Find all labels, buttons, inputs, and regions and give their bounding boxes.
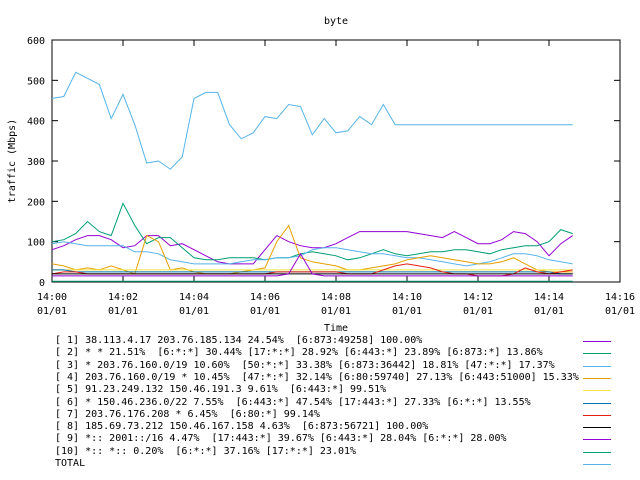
legend-label: [ 5] 91.23.249.132 150.46.191.3 9.61% [6… xyxy=(55,384,387,396)
y-tick-label: 0 xyxy=(39,278,45,289)
legend-swatch xyxy=(583,464,611,465)
legend-entry: [10] *:: *:: 0.20% [6:*:*] 37.16% [17:*:… xyxy=(55,446,640,458)
series-line-11 xyxy=(51,71,573,170)
legend-label: [ 2] * * 21.51% [6:*:*] 30.44% [17:*:*] … xyxy=(55,347,543,359)
legend-entry: [ 6] * 150.46.236.0/22 7.55% [6:443:*] 4… xyxy=(55,397,640,409)
x-tick-label-date: 01/01 xyxy=(321,306,351,317)
legend-label: [ 3] * 203.76.160.0/19 10.60% [50:*:*] 3… xyxy=(55,359,555,371)
y-tick-label: 500 xyxy=(27,76,45,87)
legend-label: [ 1] 38.113.4.17 203.76.185.134 24.54% [… xyxy=(55,335,423,346)
y-axis-label: traffic (Mbps) xyxy=(7,119,18,203)
series-line-1 xyxy=(51,231,573,265)
legend-entry: [ 3] * 203.76.160.0/19 10.60% [50:*:*] 3… xyxy=(55,360,640,372)
legend-swatch xyxy=(583,402,611,404)
series-line-3 xyxy=(51,241,573,267)
chart-title: byte xyxy=(324,16,348,27)
legend-label: [ 8] 185.69.73.212 150.46.167.158 4.63% … xyxy=(55,421,429,433)
legend-entry: [ 1] 38.113.4.17 203.76.185.134 24.54% [… xyxy=(55,335,640,347)
x-tick-label-date: 01/01 xyxy=(463,306,493,317)
x-tick-label-time: 14:02 xyxy=(108,292,138,303)
legend-label: [ 4] 203.76.160.0/19 * 10.45% [47:*:*] 3… xyxy=(55,371,579,383)
legend-entry: [ 8] 185.69.73.212 150.46.167.158 4.63% … xyxy=(55,421,640,433)
x-tick-label-date: 01/01 xyxy=(37,306,67,317)
legend-swatch xyxy=(583,353,611,355)
series-line-9 xyxy=(52,252,573,277)
legend-swatch xyxy=(583,341,611,342)
series-line-4 xyxy=(51,224,573,275)
x-tick-label-time: 14:06 xyxy=(250,292,280,303)
y-tick-label: 300 xyxy=(27,157,45,168)
legend-entry: [ 2] * * 21.51% [6:*:*] 30.44% [17:*:*] … xyxy=(55,347,640,359)
legend-swatch xyxy=(583,439,611,441)
legend-label: TOTAL xyxy=(55,458,86,469)
x-tick-label-date: 01/01 xyxy=(392,306,422,317)
legend-label: [10] *:: *:: 0.20% [6:*:*] 37.16% [17:*:… xyxy=(55,445,357,457)
legend-swatch xyxy=(583,427,611,429)
y-tick-label: 100 xyxy=(27,238,45,249)
legend-label: [ 9] *:: 2001::/16 4.47% [17:443:*] 39.6… xyxy=(55,433,507,445)
legend-entry: [ 4] 203.76.160.0/19 * 10.45% [47:*:*] 3… xyxy=(55,372,640,384)
x-tick-label-date: 01/01 xyxy=(108,306,138,317)
x-tick-label-time: 14:08 xyxy=(321,292,351,303)
series-line-2 xyxy=(51,202,573,261)
x-tick-label-date: 01/01 xyxy=(250,306,280,317)
y-tick-label: 200 xyxy=(27,197,45,208)
x-tick-label-time: 14:04 xyxy=(179,292,209,303)
legend-label: [ 7] 203.76.176.208 * 6.45% [6:80:*] 99.… xyxy=(55,408,320,420)
x-tick-label-date: 01/01 xyxy=(534,306,564,317)
y-axis-ticks: 0 100 200 300 400 500 600 xyxy=(27,36,620,289)
legend-entry: [ 7] 203.76.176.208 * 6.45% [6:80:*] 99.… xyxy=(55,409,640,421)
legend-entry: TOTAL xyxy=(55,458,640,470)
legend-swatch xyxy=(583,377,611,379)
x-axis-label: Time xyxy=(324,323,348,334)
legend-label: [ 6] * 150.46.236.0/22 7.55% [6:443:*] 4… xyxy=(55,396,531,408)
legend-swatch xyxy=(583,365,611,367)
x-tick-label-time: 14:10 xyxy=(392,292,422,303)
series-lines xyxy=(51,71,573,282)
legend-entry: [ 9] *:: 2001::/16 4.47% [17:443:*] 39.6… xyxy=(55,433,640,445)
x-axis-ticks: 14:00 01/01 14:02 01/01 14:04 01/01 14:06 01/01… xyxy=(37,40,635,317)
legend-swatch xyxy=(583,451,611,453)
x-tick-label-time: 14:00 xyxy=(37,292,67,303)
x-tick-label-date: 01/01 xyxy=(605,306,635,317)
legend-swatch xyxy=(583,414,611,416)
y-tick-label: 400 xyxy=(27,117,45,128)
legend-swatch xyxy=(583,390,611,392)
y-tick-label: 600 xyxy=(27,36,45,47)
x-tick-label-time: 14:16 xyxy=(605,292,635,303)
legend-entry: [ 5] 91.23.249.132 150.46.191.3 9.61% [6… xyxy=(55,384,640,396)
x-tick-label-time: 14:14 xyxy=(534,292,564,303)
x-tick-label-date: 01/01 xyxy=(179,306,209,317)
x-tick-label-time: 14:12 xyxy=(463,292,493,303)
